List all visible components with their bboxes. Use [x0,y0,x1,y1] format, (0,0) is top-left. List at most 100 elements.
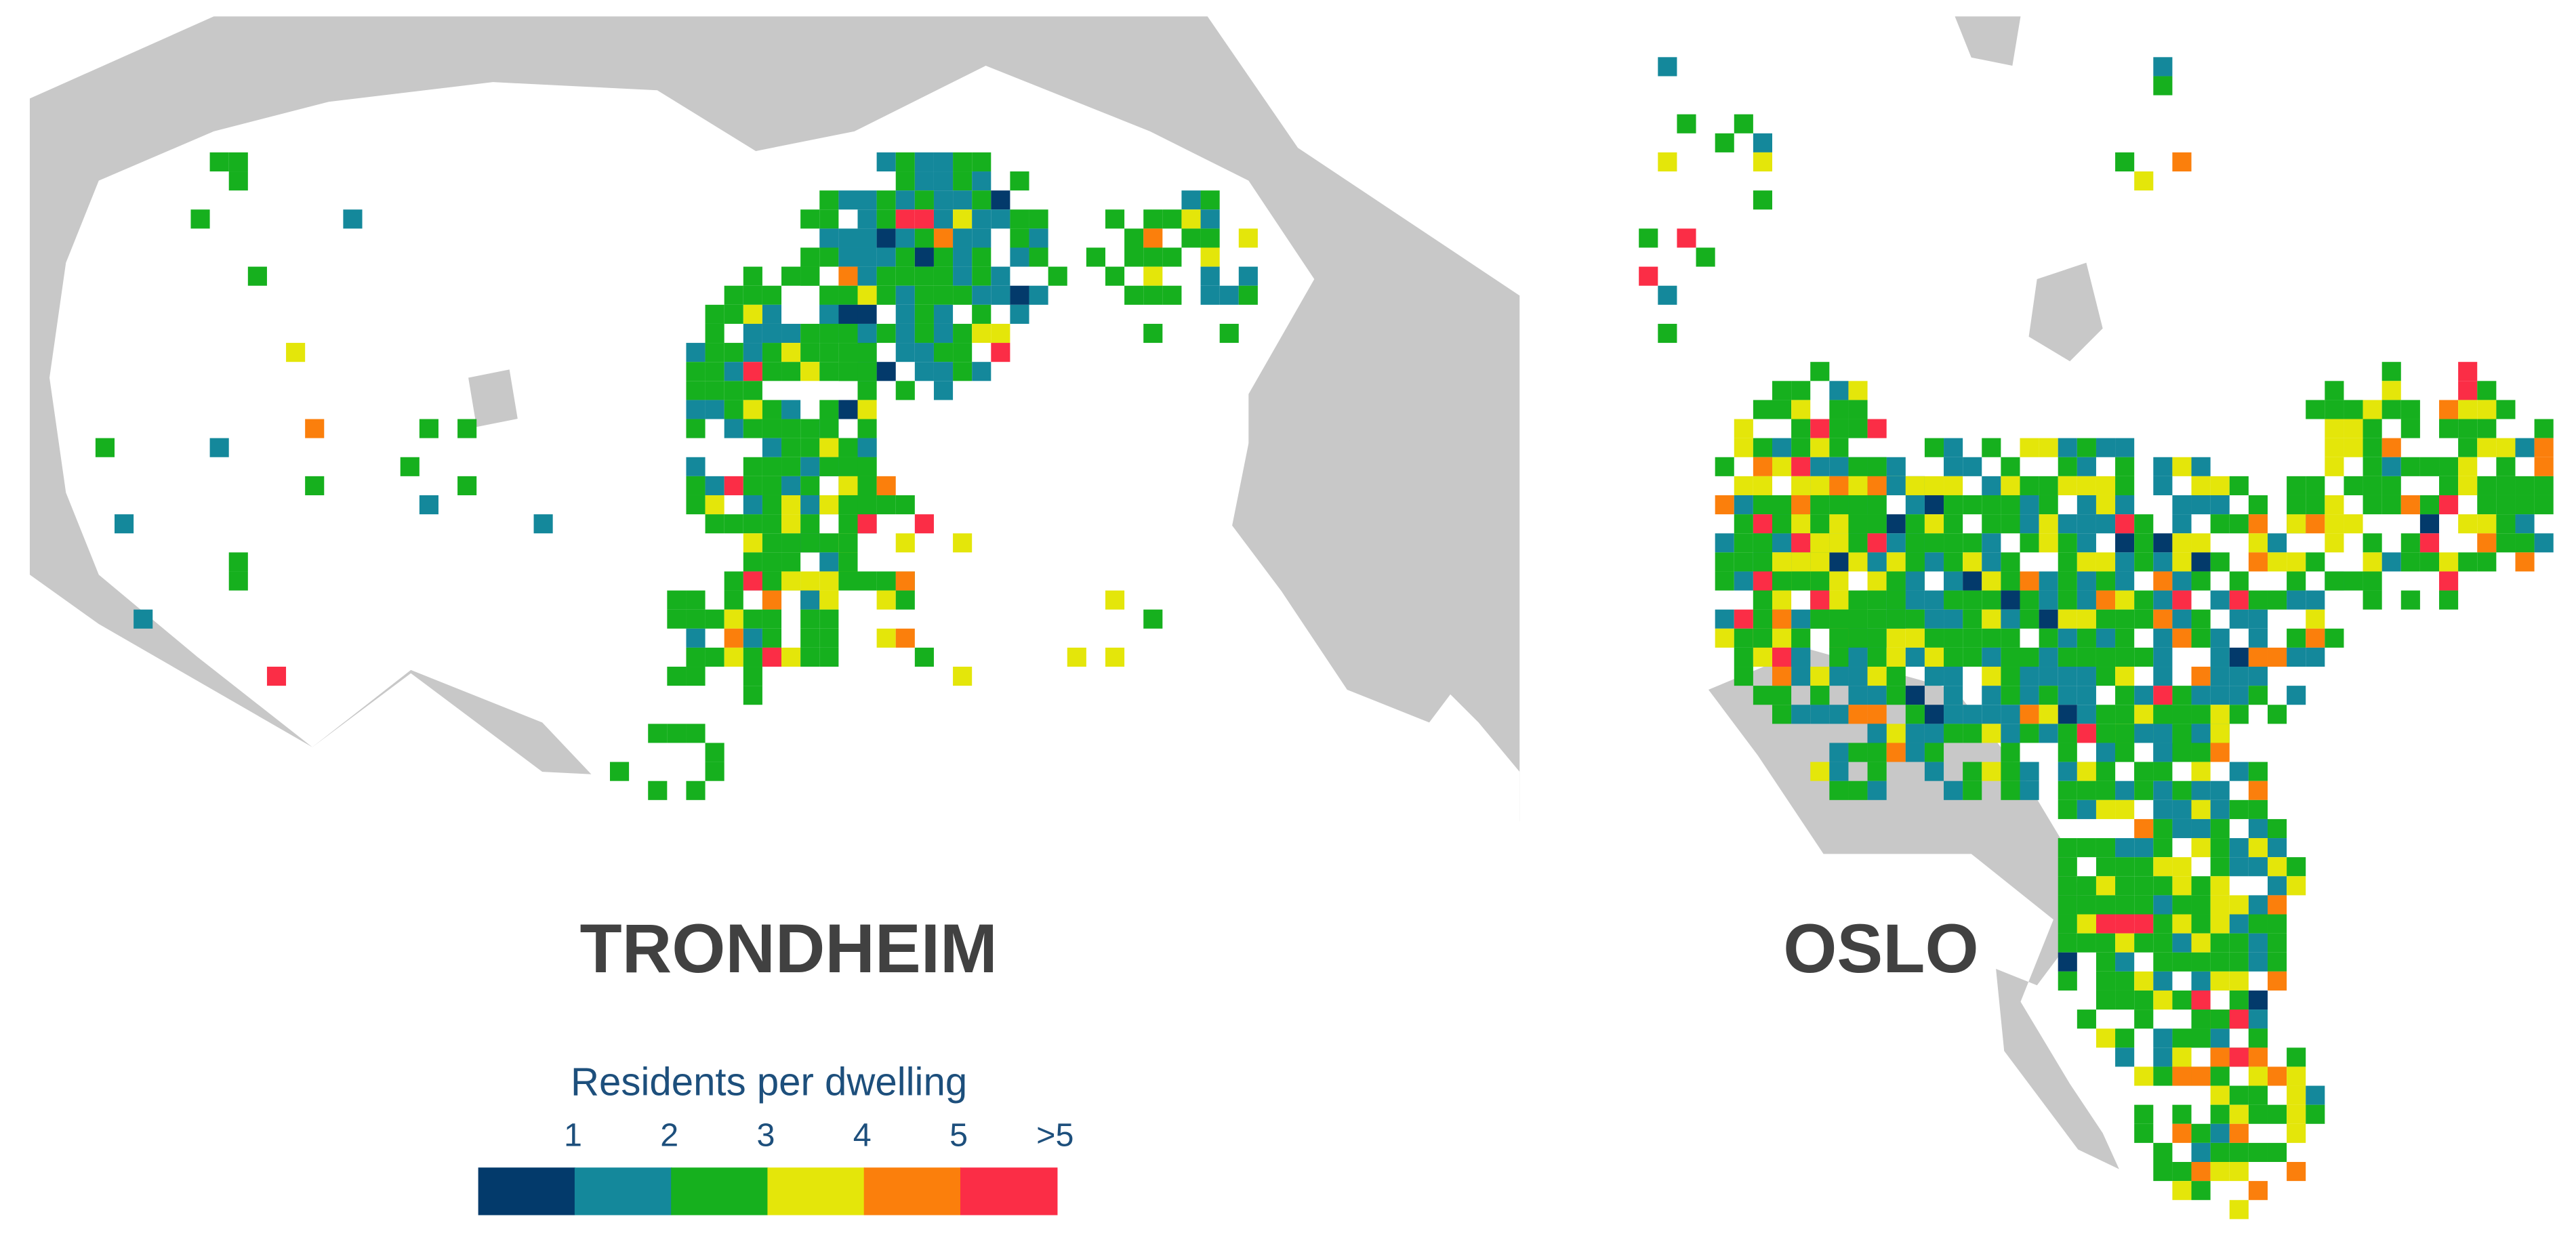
grid-cell [895,247,915,267]
grid-cell [762,476,782,495]
grid-cell [933,323,954,344]
grid-cell [819,400,839,419]
grid-cell [1810,705,1830,724]
grid-cell [2191,952,2211,972]
grid-cell [1010,171,1029,191]
grid-cell [2153,533,2173,553]
grid-cell [1905,686,1925,705]
grid-cell [2134,857,2154,877]
grid-cell [933,171,954,191]
grid-cell [819,285,839,305]
grid-cell [2134,686,2154,705]
grid-cell [1772,628,1792,648]
grid-cell [2134,990,2154,1010]
grid-cell [2077,590,2096,610]
grid-cell [2001,667,2020,686]
grid-cell [2400,457,2420,476]
grid-cell [2210,1104,2230,1124]
grid-cell [953,171,973,191]
grid-cell [724,362,743,381]
grid-cell [2134,724,2154,743]
grid-cell [1715,628,1734,648]
grid-cell [2172,571,2192,591]
grid-cell [2172,1047,2192,1067]
grid-cell [2210,1066,2230,1086]
grid-cell [800,419,820,438]
grid-cell [838,323,858,344]
grid-cell [1963,647,1982,667]
grid-cell [2287,1123,2306,1143]
grid-cell [781,552,801,572]
grid-cell [2534,457,2554,476]
grid-cell [2115,609,2135,629]
grid-cell [781,400,801,419]
grid-cell [2287,495,2306,515]
grid-cell [2115,857,2135,877]
grid-cell [2039,533,2058,553]
grid-cell [2191,971,2211,991]
grid-cell [1867,686,1887,705]
grid-cell [743,266,762,286]
grid-cell [1658,152,1677,172]
grid-cell [1791,628,1811,648]
grid-cell [1982,476,2001,495]
grid-cell [2306,514,2325,534]
grid-cell [2172,914,2192,934]
grid-cell [819,438,839,457]
grid-cell [800,533,820,553]
grid-cell [1944,781,1963,800]
grid-cell [1944,724,1963,743]
grid-cell [1753,514,1773,534]
grid-cell [705,762,724,781]
grid-cell [743,476,762,495]
grid-cell [1829,647,1849,667]
grid-cell [1772,590,1792,610]
grid-cell [2001,609,2020,629]
grid-cell [1982,667,2001,686]
grid-cell [2306,1104,2325,1124]
grid-cell [2077,895,2096,915]
grid-cell [2191,705,2211,724]
grid-cell [1715,571,1734,591]
grid-cell [1905,571,1925,591]
grid-cell [2039,571,2058,591]
grid-cell [991,285,1010,305]
grid-cell [2229,476,2249,495]
grid-cell [1067,647,1086,667]
grid-cell [972,362,991,381]
grid-cell [2001,552,2020,572]
grid-cell [1848,457,1868,476]
grid-cell [2039,686,2058,705]
grid-cell [1867,743,1887,762]
grid-cell [2077,438,2096,457]
grid-cell [838,190,858,210]
grid-cell [2058,971,2077,991]
grid-cell [1867,705,1887,724]
grid-cell [2458,438,2478,457]
grid-cell [1924,724,1944,743]
grid-cell [2153,762,2173,781]
grid-cell [2058,438,2077,457]
grid-cell [895,590,915,610]
grid-cell [1105,266,1125,286]
grid-cell [914,152,934,172]
grid-cell [800,609,820,629]
grid-cell [2344,476,2363,495]
grid-cell [895,323,915,344]
grid-cell [1753,133,1773,152]
grid-cell [2381,495,2401,515]
grid-cell [2400,419,2420,438]
grid-cell [2153,590,2173,610]
grid-cell [857,362,877,381]
grid-cell [1944,628,1963,648]
grid-cell [2267,933,2287,953]
grid-cell [1810,533,1830,553]
grid-cell [2077,876,2096,896]
grid-cell [2095,971,2116,991]
grid-cell [2458,476,2478,495]
grid-cell [895,628,915,648]
grid-cell [2363,590,2382,610]
grid-cell [2191,724,2211,743]
grid-cell [724,419,743,438]
grid-cell [1829,609,1849,629]
